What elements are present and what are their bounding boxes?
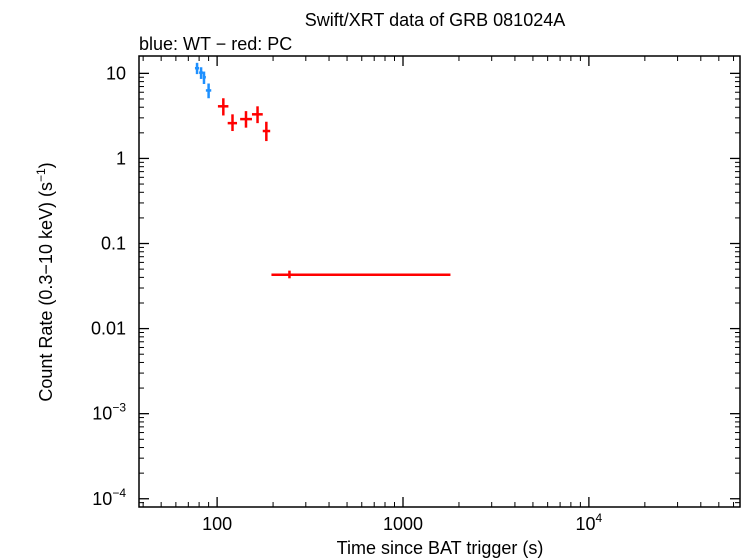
chart-title: Swift/XRT data of GRB 081024A [305, 10, 565, 30]
data-point [202, 71, 206, 84]
x-tick-label-base: 10 [576, 514, 596, 534]
series-pc [217, 98, 451, 279]
y-tick-label: 10−4 [92, 486, 126, 509]
x-tick-labels: 100 1000 104 [202, 511, 602, 534]
data-point [194, 62, 200, 75]
data-point [205, 83, 212, 99]
chart-subtitle: blue: WT − red: PC [139, 34, 292, 54]
data-point [240, 111, 252, 128]
plot-frame [138, 55, 741, 508]
x-tick-label-exp: 4 [596, 511, 603, 525]
x-tick-label: 1000 [383, 514, 423, 534]
x-tick-label-base: 1000 [383, 514, 423, 534]
y-tick-label: 10 [106, 63, 126, 83]
data-point [227, 114, 238, 132]
y-tick-label-base: 10 [92, 404, 112, 424]
x-tick-label-base: 100 [202, 514, 232, 534]
y-tick-label-base: 1 [116, 148, 126, 168]
x-tick-label: 104 [576, 511, 603, 534]
y-axis-label-sup: −1 [34, 168, 48, 182]
y-tick-label: 1 [116, 148, 126, 168]
data-point [199, 67, 204, 79]
data-point [262, 121, 271, 142]
major-ticks [139, 56, 740, 507]
data-point [217, 98, 229, 116]
y-axis-label: Count Rate (0.3−10 keV) (s−1) [34, 162, 56, 401]
y-tick-label-exp: −4 [112, 486, 126, 500]
y-axis-label-main: Count Rate (0.3−10 keV) (s [36, 182, 56, 402]
y-tick-label-base: 0.01 [91, 319, 126, 339]
data-points [194, 62, 451, 279]
y-tick-label-base: 0.1 [101, 234, 126, 254]
x-axis-label: Time since BAT trigger (s) [337, 538, 544, 558]
series-wt [194, 62, 212, 99]
y-tick-label-base: 10 [106, 63, 126, 83]
y-tick-label: 10−3 [92, 401, 126, 424]
data-point [271, 270, 451, 279]
y-tick-label-exp: −3 [112, 401, 126, 415]
y-axis-label-end: ) [36, 162, 56, 168]
y-tick-label: 0.01 [91, 319, 126, 339]
y-tick-label: 0.1 [101, 234, 126, 254]
data-point [251, 106, 263, 124]
y-tick-label-base: 10 [92, 489, 112, 509]
minor-ticks [139, 56, 740, 508]
x-tick-label: 100 [202, 514, 232, 534]
